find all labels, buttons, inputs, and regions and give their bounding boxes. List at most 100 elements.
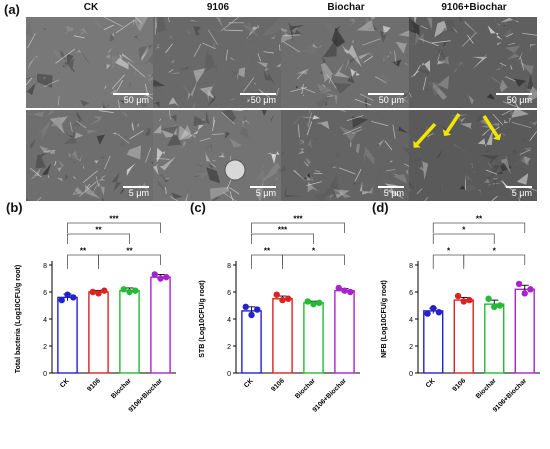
data-point	[436, 309, 442, 315]
data-point	[274, 292, 280, 298]
data-point	[527, 286, 533, 292]
y-axis-label: STB (Log10CFU/g root)	[199, 280, 206, 357]
significance-label: *	[447, 247, 451, 256]
y-tick-label: 8	[43, 263, 47, 270]
scale-bar-label: 50 μm	[507, 95, 532, 105]
y-axis-label: Total bacteria (Log10CFU/g root)	[15, 265, 22, 373]
data-point	[152, 271, 158, 277]
data-point	[424, 310, 430, 316]
y-tick-label: 6	[227, 290, 231, 297]
column-header-biochar: Biochar	[281, 2, 411, 13]
scale-bar-label: 5 μm	[129, 188, 149, 198]
significance-label: ***	[293, 215, 303, 224]
y-tick-label: 4	[409, 317, 413, 324]
sem-image-9106-low-mag: 50 μm	[153, 17, 281, 108]
significance-bracket	[433, 234, 494, 244]
data-point	[90, 289, 96, 295]
y-tick-label: 2	[227, 344, 231, 351]
significance-bracket	[464, 255, 525, 265]
sem-image-combo-low-mag: 50 μm	[409, 17, 537, 108]
data-point	[347, 289, 353, 295]
chart-total-bacteria: 0 2 4 6 8 Total bacteria (Log10CFU/g root) CK 9…	[6, 213, 186, 444]
data-point	[341, 287, 347, 293]
significance-label: **	[95, 226, 102, 235]
category-label: 9106	[86, 377, 102, 393]
category-label: CK	[425, 377, 437, 389]
category-label: Biochar	[110, 377, 133, 400]
category-label: 9106	[452, 377, 468, 393]
bar	[515, 289, 534, 373]
significance-bracket	[433, 223, 525, 233]
bar	[89, 292, 108, 373]
bar	[120, 291, 139, 373]
data-point	[121, 286, 127, 292]
data-point	[461, 298, 467, 304]
scale-bar: 5 μm	[250, 186, 276, 198]
sem-image-biochar-low-mag: 50 μm	[281, 17, 409, 108]
y-axis-label: NFB (Log10CFU/g root)	[381, 280, 388, 358]
data-point	[305, 298, 311, 304]
data-point	[310, 301, 316, 307]
significance-bracket	[68, 234, 130, 244]
sem-image-ck-low-mag: 50 μm	[26, 17, 154, 108]
scale-bar: 5 μm	[506, 186, 532, 198]
data-point	[285, 296, 291, 302]
significance-label: **	[264, 247, 271, 256]
scale-bar: 50 μm	[240, 93, 276, 105]
significance-label: **	[476, 215, 483, 224]
sem-image-biochar-high-mag: 5 μm	[281, 110, 409, 201]
significance-label: *	[312, 247, 316, 256]
y-tick-label: 2	[43, 344, 47, 351]
y-tick-label: 0	[43, 371, 47, 378]
category-label: 9106+Biochar	[128, 377, 165, 414]
bar	[304, 303, 323, 373]
data-point	[491, 304, 497, 310]
significance-label: *	[493, 247, 497, 256]
scale-bar-label: 5 μm	[256, 188, 276, 198]
significance-label: *	[462, 226, 466, 235]
category-label: 9106	[270, 377, 286, 393]
data-point	[316, 300, 322, 306]
bar	[58, 297, 77, 373]
scale-bar: 5 μm	[123, 186, 149, 198]
significance-bracket	[99, 255, 161, 265]
significance-label: **	[126, 247, 133, 256]
scale-bar-label: 5 μm	[512, 188, 532, 198]
sem-image-9106-high-mag: 5 μm	[153, 110, 281, 201]
data-point	[248, 312, 254, 318]
bar	[424, 311, 443, 373]
data-point	[70, 294, 76, 300]
panel-a-label: (a)	[4, 2, 20, 17]
significance-bracket	[252, 234, 314, 244]
data-point	[95, 290, 101, 296]
scale-bar: 50 μm	[496, 93, 532, 105]
column-header-combo: 9106+Biochar	[409, 2, 539, 13]
scale-bar: 5 μm	[378, 186, 404, 198]
data-point	[455, 293, 461, 299]
data-point	[157, 275, 163, 281]
data-point	[279, 297, 285, 303]
y-tick-label: 6	[409, 290, 413, 297]
scale-bar: 50 μm	[368, 93, 404, 105]
column-header-ck: CK	[26, 2, 156, 13]
data-point	[126, 289, 132, 295]
sem-image-ck-high-mag: 5 μm	[26, 110, 154, 201]
y-tick-label: 2	[409, 344, 413, 351]
data-point	[522, 290, 528, 296]
category-label: CK	[59, 377, 71, 389]
y-tick-label: 6	[43, 290, 47, 297]
category-label: Biochar	[475, 377, 498, 400]
bar	[242, 311, 261, 373]
y-tick-label: 8	[409, 263, 413, 270]
bar	[485, 304, 504, 373]
y-tick-label: 4	[43, 317, 47, 324]
y-tick-label: 4	[227, 317, 231, 324]
scale-bar-label: 50 μm	[251, 95, 276, 105]
category-label: 9106+Biochar	[312, 377, 349, 414]
bar	[454, 300, 473, 373]
category-label: Biochar	[294, 377, 317, 400]
column-header-9106: 9106	[153, 2, 283, 13]
data-point	[516, 281, 522, 287]
